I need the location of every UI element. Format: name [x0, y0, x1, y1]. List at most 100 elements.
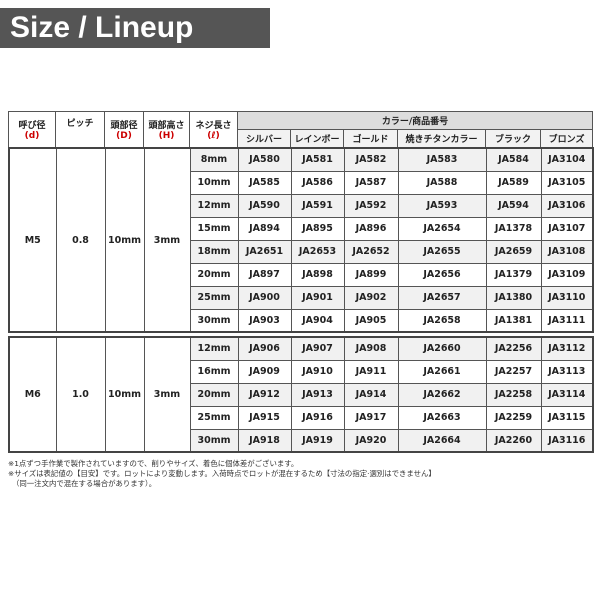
product-code-cell: JA900 [237, 285, 292, 310]
product-code-cell: JA580 [237, 147, 292, 172]
notes: ※1点ずつ手作業で製作されていますので、削りやサイズ、着色に個体差がございます。… [8, 459, 436, 489]
product-code-cell: JA3114 [540, 382, 594, 407]
header-head-height: 頭部高さ (H) [143, 111, 190, 148]
table-row: 30mm JA918 JA919 JA920 JA2664 JA2260 JA3116 [9, 428, 594, 453]
length-cell: 8mm [189, 147, 239, 172]
size-cell: M6 [8, 336, 57, 453]
table-row: M5 0.8 10mm 3mm 8mm JA580 JA581 JA582 JA583 JA584… [8, 147, 594, 333]
product-code-cell: JA3107 [540, 216, 594, 241]
product-code-cell: JA1378 [485, 216, 542, 241]
product-code-cell: JA3109 [540, 262, 594, 287]
table-header: 呼び径 (d) ピッチ 頭部径 (D) 頭部高さ (H) ネジ長さ (ℓ) カラー/商品… [8, 111, 594, 148]
product-code-cell: JA913 [290, 382, 345, 407]
length-cell: 12mm [189, 336, 239, 361]
product-code-cell: JA905 [343, 308, 399, 333]
product-code-cell: JA584 [485, 147, 542, 172]
header-thread-length: ネジ長さ (ℓ) [189, 111, 238, 148]
product-code-cell: JA582 [343, 147, 399, 172]
note: （同一注文内で混在する場合があります）。 [12, 479, 157, 488]
product-code-cell: JA3106 [540, 193, 594, 218]
header-color: ブラック [485, 129, 541, 148]
product-code-cell: JA903 [237, 308, 292, 333]
head-diameter-cell: 10mm [104, 336, 145, 453]
product-code-cell: JA917 [343, 405, 399, 430]
product-code-cell: JA897 [237, 262, 292, 287]
product-code-cell: JA592 [343, 193, 399, 218]
product-code-cell: JA2257 [485, 359, 542, 384]
table-row: 16mm JA909 JA910 JA911 JA2661 JA2257 JA3113 [9, 359, 594, 384]
product-code-cell: JA898 [290, 262, 345, 287]
product-code-cell: JA589 [485, 170, 542, 195]
length-cell: 25mm [189, 405, 239, 430]
header-nominal-diameter: 呼び径 (d) [8, 111, 56, 148]
table-group-m6: M6 1.0 10mm 3mm 12mm JA906 JA907 JA908 JA2660 JA2… [8, 336, 594, 453]
product-code-cell: JA583 [397, 147, 487, 172]
product-code-cell: JA920 [343, 428, 399, 453]
head-diameter-cell: 10mm [104, 147, 145, 333]
product-code-cell: JA2260 [485, 428, 542, 453]
header-color: レインボー [290, 129, 344, 148]
product-code-cell: JA2664 [397, 428, 487, 453]
table-row: 18mm JA2651 JA2653 JA2652 JA2655 JA2659 JA3108 [9, 239, 594, 264]
note: ※1点ずつ手作業で製作されていますので、削りやサイズ、着色に個体差がございます。 [8, 459, 299, 468]
pitch-cell: 1.0 [55, 336, 106, 453]
header-color: シルバー [237, 129, 291, 148]
product-code-cell: JA594 [485, 193, 542, 218]
table-row: 25mm JA915 JA916 JA917 JA2663 JA2259 JA3115 [9, 405, 594, 430]
product-code-cell: JA906 [237, 336, 292, 361]
note: ※サイズは表記値の【目安】です。ロットにより変動します。入荷時点でロットが混在す… [8, 469, 436, 478]
table-row: 25mm JA900 JA901 JA902 JA2657 JA1380 JA3110 [9, 285, 594, 310]
length-cell: 18mm [189, 239, 239, 264]
product-code-cell: JA586 [290, 170, 345, 195]
header-color-group: カラー/商品番号 [236, 111, 594, 130]
product-code-cell: JA910 [290, 359, 345, 384]
product-code-cell: JA2663 [397, 405, 487, 430]
product-code-cell: JA901 [290, 285, 345, 310]
product-code-cell: JA2651 [237, 239, 292, 264]
product-code-cell: JA3116 [540, 428, 594, 453]
length-cell: 20mm [189, 382, 239, 407]
product-code-cell: JA3115 [540, 405, 594, 430]
product-code-cell: JA585 [237, 170, 292, 195]
product-code-cell: JA3113 [540, 359, 594, 384]
product-code-cell: JA916 [290, 405, 345, 430]
product-code-cell: JA3112 [540, 336, 594, 361]
product-code-cell: JA915 [237, 405, 292, 430]
product-code-cell: JA587 [343, 170, 399, 195]
pitch-cell: 0.8 [55, 147, 106, 333]
product-code-cell: JA911 [343, 359, 399, 384]
product-code-cell: JA3104 [540, 147, 594, 172]
product-code-cell: JA2658 [397, 308, 487, 333]
table-row: 20mm JA897 JA898 JA899 JA2656 JA1379 JA3109 [9, 262, 594, 287]
size-cell: M5 [8, 147, 57, 333]
table-group-m5: M5 0.8 10mm 3mm 8mm JA580 JA581 JA582 JA583 JA584… [8, 147, 594, 333]
product-code-cell: JA918 [237, 428, 292, 453]
product-code-cell: JA2662 [397, 382, 487, 407]
product-code-cell: JA2654 [397, 216, 487, 241]
product-code-cell: JA590 [237, 193, 292, 218]
product-code-cell: JA895 [290, 216, 345, 241]
product-code-cell: JA896 [343, 216, 399, 241]
page-title: Size / Lineup [0, 8, 270, 48]
product-code-cell: JA912 [237, 382, 292, 407]
product-code-cell: JA3105 [540, 170, 594, 195]
product-code-cell: JA904 [290, 308, 345, 333]
length-cell: 12mm [189, 193, 239, 218]
product-code-cell: JA2656 [397, 262, 487, 287]
table-row: 12mm JA590 JA591 JA592 JA593 JA594 JA3106 [9, 193, 594, 218]
length-cell: 15mm [189, 216, 239, 241]
length-cell: 16mm [189, 359, 239, 384]
product-code-cell: JA1379 [485, 262, 542, 287]
header-color: ブロンズ [539, 129, 594, 148]
product-code-cell: JA3111 [540, 308, 594, 333]
table-row: 20mm JA912 JA913 JA914 JA2662 JA2258 JA3114 [9, 382, 594, 407]
length-cell: 30mm [189, 428, 239, 453]
head-height-cell: 3mm [143, 336, 191, 453]
product-code-cell: JA2660 [397, 336, 487, 361]
product-code-cell: JA909 [237, 359, 292, 384]
length-cell: 20mm [189, 262, 239, 287]
product-code-cell: JA593 [397, 193, 487, 218]
product-code-cell: JA2259 [485, 405, 542, 430]
product-code-cell: JA2652 [343, 239, 399, 264]
length-cell: 25mm [189, 285, 239, 310]
